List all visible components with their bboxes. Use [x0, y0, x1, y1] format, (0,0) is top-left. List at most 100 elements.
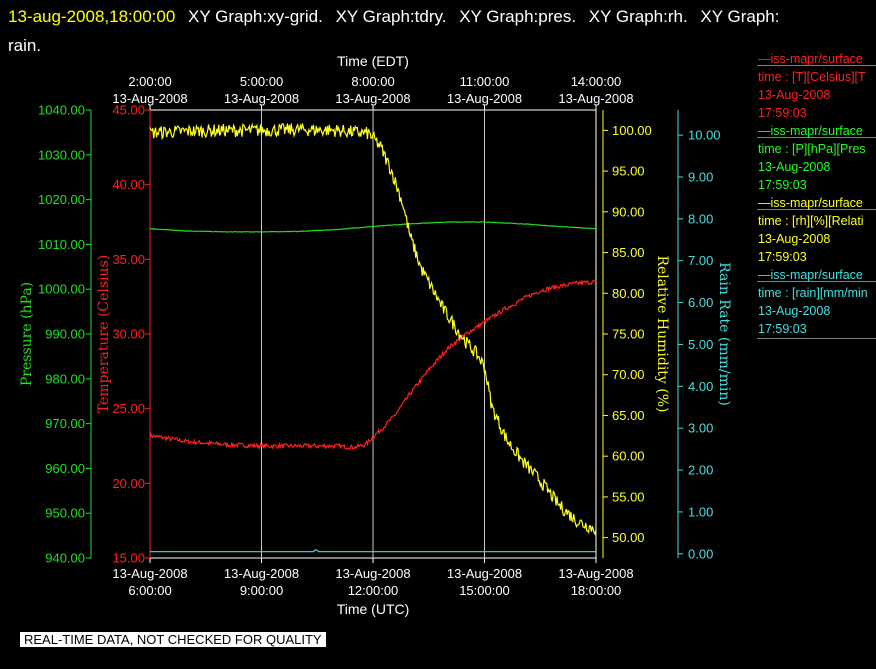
- legend-entry-1-line2: time : [T][Celsius][T: [758, 70, 866, 84]
- x-bottom-tick-label-time: 12:00:00: [348, 583, 399, 598]
- x-top-tick-label-date: 13-Aug-2008: [335, 91, 410, 106]
- y-tick-label-rain: 4.00: [688, 379, 713, 394]
- legend-entry-4-line2: time : [rain][mm/min: [758, 286, 868, 300]
- y-tick-label-rain: 6.00: [688, 295, 713, 310]
- y-tick-label-tdry: 30.00: [112, 327, 145, 342]
- y-tick-label-rh: 60.00: [612, 449, 645, 464]
- y-tick-label-rh: 80.00: [612, 286, 645, 301]
- x-top-tick-label-time: 8:00:00: [351, 74, 394, 89]
- legend-entry-2-line2: time : [P][hPa][Pres: [758, 142, 866, 156]
- x-top-tick-label-time: 11:00:00: [460, 74, 510, 89]
- legend-entry-1-line4: 17:59:03: [758, 106, 807, 120]
- legend-separator: [757, 137, 876, 138]
- y-tick-label-pres: 1020.00: [38, 192, 85, 207]
- legend-entry-4-line4: 17:59:03: [758, 322, 807, 336]
- x-bottom-tick-label-date: 13-Aug-2008: [558, 566, 633, 581]
- header-title-rain-2: rain.: [8, 36, 42, 55]
- y-tick-label-tdry: 40.00: [112, 177, 145, 192]
- y-tick-label-rh: 50.00: [612, 530, 645, 545]
- y-tick-label-pres: 950.00: [45, 506, 85, 521]
- series-line-rain: [150, 548, 596, 553]
- x-top-tick-label-date: 13-Aug-2008: [447, 91, 522, 106]
- x-top-tick-label-time: 5:00:00: [240, 74, 283, 89]
- y-tick-label-rain: 2.00: [688, 463, 713, 478]
- x-bottom-tick-label-date: 13-Aug-2008: [447, 566, 522, 581]
- header-datetime: 13-aug-2008,18:00:00: [8, 7, 176, 26]
- x-top-tick-label-date: 13-Aug-2008: [224, 91, 299, 106]
- header-title-rh: XY Graph:rh.: [588, 7, 688, 26]
- y-tick-label-pres: 970.00: [45, 416, 85, 431]
- header-title-tdry: XY Graph:tdry.: [335, 7, 447, 26]
- header-title-xy-grid: XY Graph:xy-grid.: [188, 7, 323, 26]
- legend-entry-2-line4: 17:59:03: [758, 178, 807, 192]
- quality-notice: REAL-TIME DATA, NOT CHECKED FOR QUALITY: [20, 632, 326, 647]
- legend-entry-2-line1: —iss-mapr/surface: [758, 124, 863, 138]
- y-tick-label-rh: 70.00: [612, 367, 645, 382]
- legend-entry-4-line1: —iss-mapr/surface: [758, 268, 863, 282]
- legend-entry-2-line3: 13-Aug-2008: [758, 160, 831, 174]
- legend-separator: [757, 338, 876, 339]
- x-bottom-tick-label-date: 13-Aug-2008: [112, 566, 187, 581]
- y-tick-label-rh: 55.00: [612, 489, 645, 504]
- y-tick-label-rain: 7.00: [688, 253, 713, 268]
- y-tick-label-rain: 8.00: [688, 211, 713, 226]
- y-tick-label-pres: 960.00: [45, 461, 85, 476]
- legend-entry-4-line3: 13-Aug-2008: [758, 304, 831, 318]
- y-tick-label-pres: 1030.00: [38, 147, 85, 162]
- x-top-tick-label-time: 2:00:00: [128, 74, 171, 89]
- legend-entry-1-line3: 13-Aug-2008: [758, 88, 831, 102]
- y-tick-label-rain: 5.00: [688, 337, 713, 352]
- x-top-tick-label-date: 13-Aug-2008: [558, 91, 633, 106]
- y-tick-label-pres: 1000.00: [38, 282, 85, 297]
- y-tick-label-tdry: 15.00: [112, 551, 145, 566]
- y-tick-label-tdry: 25.00: [112, 401, 145, 416]
- y-tick-label-rh: 85.00: [612, 245, 645, 260]
- y-tick-label-rh: 100.00: [612, 123, 652, 138]
- legend-entry-3-line1: —iss-mapr/surface: [758, 196, 863, 210]
- x-top-tick-label-date: 13-Aug-2008: [112, 91, 187, 106]
- y-tick-label-rh: 90.00: [612, 204, 645, 219]
- y-tick-label-rain: 10.00: [688, 128, 721, 143]
- x-bottom-tick-label-date: 13-Aug-2008: [224, 566, 299, 581]
- y-axis-label-pres: Pressure (hPa): [19, 282, 35, 386]
- y-tick-label-rh: 95.00: [612, 164, 645, 179]
- legend-entry-1-line1: —iss-mapr/surface: [758, 52, 863, 66]
- legend-entry-3-line4: 17:59:03: [758, 250, 807, 264]
- y-tick-label-pres: 1040.00: [38, 103, 85, 118]
- x-bottom-tick-label-time: 15:00:00: [459, 583, 510, 598]
- y-axis-label-tdry: Temperature (Celsius): [96, 255, 112, 413]
- x-bottom-tick-label-time: 18:00:00: [571, 583, 622, 598]
- y-tick-label-rain: 9.00: [688, 169, 713, 184]
- y-tick-label-tdry: 20.00: [112, 476, 145, 491]
- y-tick-label-pres: 990.00: [45, 327, 85, 342]
- y-tick-label-rh: 65.00: [612, 408, 645, 423]
- chart-header: 13-aug-2008,18:00:00 XY Graph:xy-grid. X…: [8, 2, 868, 60]
- x-bottom-tick-label-time: 6:00:00: [128, 583, 171, 598]
- y-tick-label-tdry: 45.00: [112, 103, 145, 118]
- y-tick-label-tdry: 35.00: [112, 252, 145, 267]
- series-line-rh: [149, 122, 597, 536]
- y-axis-label-rh: Relative Humidity (%): [654, 255, 670, 412]
- y-tick-label-rh: 75.00: [612, 327, 645, 342]
- y-tick-label-pres: 980.00: [45, 371, 85, 386]
- y-axis-label-rain: Rain Rate (mm/min): [716, 262, 732, 406]
- legend-separator: [757, 281, 876, 282]
- legend-separator: [757, 65, 876, 66]
- x-top-tick-label-time: 14:00:00: [571, 74, 622, 89]
- x-bottom-axis-label: Time (UTC): [337, 601, 410, 617]
- series-line-tdry: [149, 279, 597, 451]
- header-title-pres: XY Graph:pres.: [459, 7, 577, 26]
- y-tick-label-pres: 1010.00: [38, 237, 85, 252]
- x-top-axis-label: Time (EDT): [337, 53, 409, 69]
- y-tick-label-rain: 3.00: [688, 421, 713, 436]
- x-bottom-tick-label-time: 9:00:00: [240, 583, 283, 598]
- y-tick-label-rain: 1.00: [688, 504, 713, 519]
- x-bottom-tick-label-date: 13-Aug-2008: [335, 566, 410, 581]
- header-title-rain-1: XY Graph:: [700, 7, 780, 26]
- y-tick-label-pres: 940.00: [45, 551, 85, 566]
- legend-entry-3-line3: 13-Aug-2008: [758, 232, 831, 246]
- y-tick-label-rain: 0.00: [688, 546, 713, 561]
- series-line-pres: [150, 221, 597, 233]
- legend-separator: [757, 209, 876, 210]
